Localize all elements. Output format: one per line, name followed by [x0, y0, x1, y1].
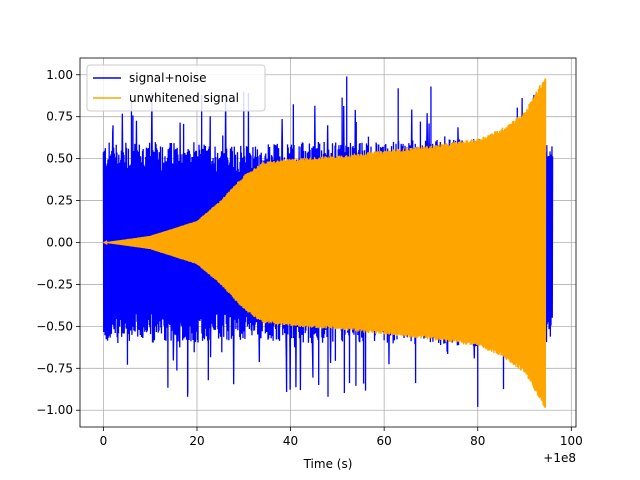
legend-label: unwhitened signal — [129, 91, 239, 105]
y-tick-label: 0.25 — [46, 194, 73, 208]
y-tick-label: −0.25 — [36, 277, 73, 291]
x-tick-label: 20 — [189, 434, 204, 448]
legend-label: signal+noise — [129, 71, 206, 85]
x-tick-label: 80 — [470, 434, 485, 448]
y-tick-label: −0.50 — [36, 319, 73, 333]
y-tick-label: −1.00 — [36, 403, 73, 417]
legend: signal+noise unwhitened signal — [86, 64, 266, 112]
x-tick-label: 40 — [283, 434, 298, 448]
x-tick-label: 100 — [560, 434, 583, 448]
y-tick-label: 0.75 — [46, 110, 73, 124]
y-tick-label: −0.75 — [36, 361, 73, 375]
x-tick-label: 0 — [100, 434, 108, 448]
x-axis: 0 20 40 60 80 100 — [100, 427, 583, 448]
series-line-unwhitened-signal — [103, 78, 547, 408]
y-tick-label: 0.00 — [46, 236, 73, 250]
x-tick-label: 60 — [377, 434, 392, 448]
y-axis: −1.00 −0.75 −0.50 −0.25 0.00 0.25 0.50 0.75 1.00 — [36, 68, 80, 417]
plot-area — [102, 76, 554, 408]
x-axis-label: Time (s) — [303, 457, 353, 471]
series-unwhitened-signal — [103, 78, 547, 408]
legend-box — [86, 64, 266, 112]
y-tick-label: 1.00 — [46, 68, 73, 82]
y-tick-label: 0.50 — [46, 152, 73, 166]
x-axis-offset-label: +1e8 — [543, 451, 576, 465]
